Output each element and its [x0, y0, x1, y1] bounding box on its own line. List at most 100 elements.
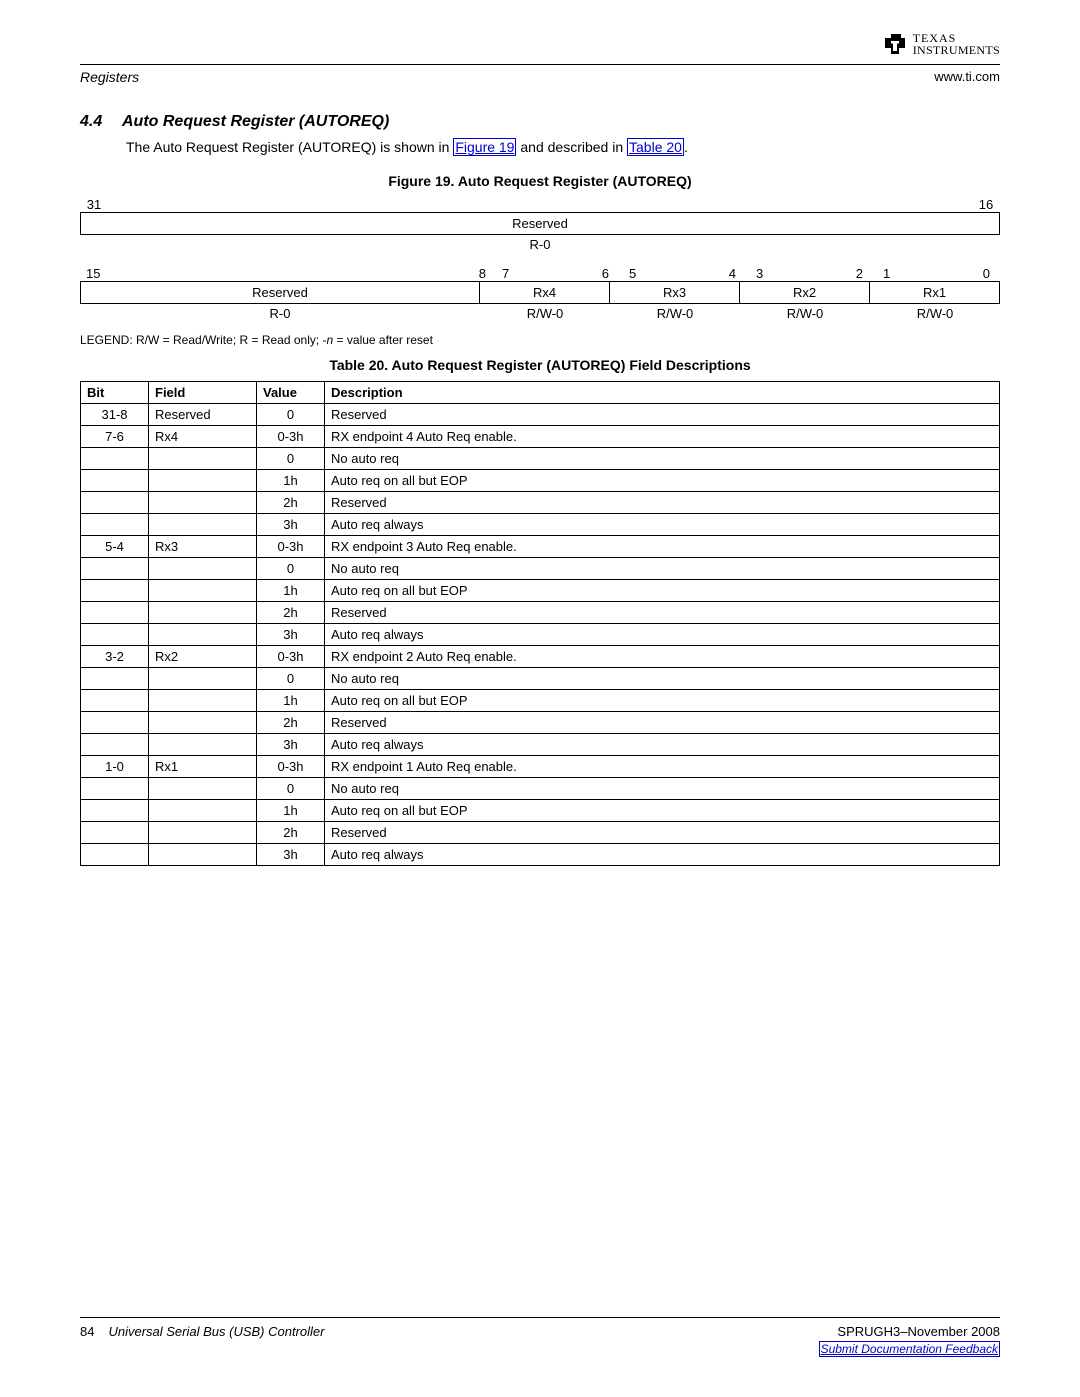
cell-value: 0: [257, 404, 325, 426]
reg-field: Rx2: [740, 281, 870, 304]
cell-field: [149, 492, 257, 514]
reg-rw: R/W-0: [610, 304, 740, 323]
cell-bit: [81, 448, 149, 470]
reg-field: Reserved: [80, 281, 480, 304]
cell-value: 0: [257, 778, 325, 800]
logo-row: TEXAS INSTRUMENTS: [80, 30, 1000, 58]
cell-value: 1h: [257, 800, 325, 822]
cell-bit: 5-4: [81, 536, 149, 558]
reg-field: Rx4: [480, 281, 610, 304]
cell-desc: RX endpoint 1 Auto Req enable.: [325, 756, 1000, 778]
cell-bit: [81, 558, 149, 580]
table-row: 7-6Rx40-3hRX endpoint 4 Auto Req enable.: [81, 426, 1000, 448]
cell-value: 2h: [257, 712, 325, 734]
cell-desc: No auto req: [325, 668, 1000, 690]
cell-bit: [81, 822, 149, 844]
table-row: 1hAuto req on all but EOP: [81, 690, 1000, 712]
th-bit: Bit: [81, 382, 149, 404]
bit-label: 0: [983, 266, 990, 281]
feedback-link[interactable]: Submit Documentation Feedback: [819, 1341, 1000, 1357]
cell-bit: [81, 712, 149, 734]
cell-field: [149, 668, 257, 690]
cell-field: Reserved: [149, 404, 257, 426]
table-title: Table 20. Auto Request Register (AUTOREQ…: [80, 357, 1000, 373]
figure-link[interactable]: Figure 19: [453, 138, 516, 156]
th-field: Field: [149, 382, 257, 404]
cell-field: [149, 822, 257, 844]
header-rule: Registers www.ti.com: [80, 64, 1000, 85]
cell-bit: [81, 602, 149, 624]
cell-value: 2h: [257, 492, 325, 514]
cell-desc: RX endpoint 2 Auto Req enable.: [325, 646, 1000, 668]
cell-bit: [81, 514, 149, 536]
cell-bit: [81, 668, 149, 690]
table-row: 5-4Rx30-3hRX endpoint 3 Auto Req enable.: [81, 536, 1000, 558]
th-value: Value: [257, 382, 325, 404]
table-row: 31-8Reserved0Reserved: [81, 404, 1000, 426]
table-link[interactable]: Table 20: [627, 138, 684, 156]
cell-desc: No auto req: [325, 558, 1000, 580]
ti-chip-icon: [881, 30, 909, 58]
cell-desc: Reserved: [325, 492, 1000, 514]
table-row: 1hAuto req on all but EOP: [81, 580, 1000, 602]
cell-bit: [81, 492, 149, 514]
header-right: www.ti.com: [934, 69, 1000, 85]
cell-field: Rx4: [149, 426, 257, 448]
cell-bit: [81, 580, 149, 602]
section-heading: 4.4Auto Request Register (AUTOREQ): [80, 113, 1000, 131]
cell-bit: [81, 470, 149, 492]
reg-rw: R-0: [80, 235, 1000, 266]
table-row: 0No auto req: [81, 558, 1000, 580]
cell-desc: Reserved: [325, 712, 1000, 734]
page-number: 84: [80, 1324, 94, 1357]
legend: LEGEND: R/W = Read/Write; R = Read only;…: [80, 333, 1000, 347]
cell-bit: 3-2: [81, 646, 149, 668]
cell-field: [149, 624, 257, 646]
cell-desc: No auto req: [325, 778, 1000, 800]
cell-desc: Reserved: [325, 602, 1000, 624]
bit-label: 4: [729, 266, 736, 281]
table-row: 2hReserved: [81, 822, 1000, 844]
cell-field: Rx1: [149, 756, 257, 778]
cell-desc: Auto req on all but EOP: [325, 690, 1000, 712]
table-row: 1hAuto req on all but EOP: [81, 800, 1000, 822]
table-header-row: Bit Field Value Description: [81, 382, 1000, 404]
bit-label: 3: [756, 266, 763, 281]
cell-desc: RX endpoint 4 Auto Req enable.: [325, 426, 1000, 448]
cell-value: 1h: [257, 580, 325, 602]
reg-field: Reserved: [80, 212, 1000, 235]
cell-value: 3h: [257, 624, 325, 646]
cell-bit: [81, 624, 149, 646]
cell-bit: [81, 844, 149, 866]
bit-label: 31: [84, 197, 104, 212]
cell-field: [149, 778, 257, 800]
footer: 84 Universal Serial Bus (USB) Controller…: [80, 1317, 1000, 1357]
bit-label: 6: [602, 266, 609, 281]
cell-field: [149, 690, 257, 712]
reg-rw: R-0: [80, 304, 480, 323]
cell-value: 0-3h: [257, 756, 325, 778]
table-row: 0No auto req: [81, 668, 1000, 690]
section-title: Auto Request Register (AUTOREQ): [122, 113, 389, 130]
cell-field: [149, 580, 257, 602]
intro-text: The Auto Request Register (AUTOREQ) is s…: [126, 139, 1000, 155]
cell-bit: [81, 800, 149, 822]
cell-desc: Auto req on all but EOP: [325, 470, 1000, 492]
doc-title: Universal Serial Bus (USB) Controller: [108, 1324, 324, 1357]
cell-value: 2h: [257, 602, 325, 624]
cell-bit: [81, 778, 149, 800]
cell-desc: Reserved: [325, 822, 1000, 844]
cell-value: 3h: [257, 514, 325, 536]
cell-bit: [81, 734, 149, 756]
table-row: 1hAuto req on all but EOP: [81, 470, 1000, 492]
field-table: Bit Field Value Description 31-8Reserved…: [80, 381, 1000, 866]
cell-desc: Auto req on all but EOP: [325, 580, 1000, 602]
bit-label: 5: [629, 266, 636, 281]
cell-field: [149, 800, 257, 822]
cell-value: 0-3h: [257, 426, 325, 448]
cell-field: Rx3: [149, 536, 257, 558]
register-diagram: 31 16 Reserved R-0 15 8 7 6 5 4 3 2 1: [80, 197, 1000, 323]
bit-label: 8: [479, 266, 486, 281]
table-row: 3hAuto req always: [81, 514, 1000, 536]
ti-logo: TEXAS INSTRUMENTS: [881, 30, 1000, 58]
